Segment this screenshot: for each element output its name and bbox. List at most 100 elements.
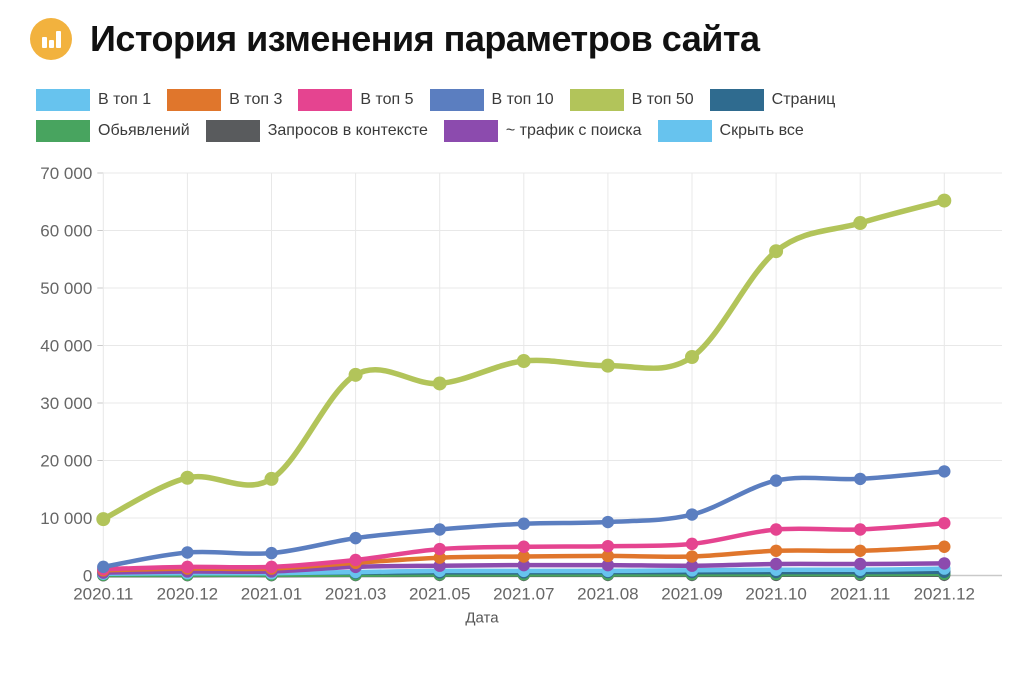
data-point-search-traffic[interactable] [601, 558, 615, 572]
legend-swatch-search-traffic [443, 120, 498, 142]
data-point-top50[interactable] [432, 376, 447, 391]
data-point-search-traffic[interactable] [517, 558, 530, 572]
y-tick-label: 20 000 [40, 452, 92, 471]
data-point-top5[interactable] [938, 516, 951, 530]
x-tick-label: 2020.12 [157, 585, 218, 604]
legend-swatch-pages [709, 89, 764, 111]
x-tick-label: 2021.09 [661, 585, 722, 604]
page-title: История изменения параметров сайта [90, 18, 760, 60]
data-point-top10[interactable] [265, 546, 278, 560]
legend: В топ 1 В топ 3 В топ 5 В топ 10 В топ 50 Стр… [36, 89, 988, 142]
y-tick-label: 60 000 [40, 222, 92, 241]
legend-swatch-hide-all [657, 120, 712, 142]
legend-label-top50: В топ 50 [631, 91, 694, 108]
chart-area: 0 10 000 20 000 30 000 40 000 50 000 60 000 70 … [0, 150, 1024, 677]
x-tick-label: 2021.05 [409, 585, 470, 604]
x-tick-label: 2021.11 [830, 585, 890, 604]
data-point-top3[interactable] [517, 550, 530, 563]
data-point-top5[interactable] [769, 523, 783, 536]
legend-swatch-top5 [298, 89, 353, 111]
data-point-top10[interactable] [854, 472, 867, 486]
data-point-top10[interactable] [517, 517, 530, 530]
legend-label-top5: В топ 5 [360, 91, 414, 108]
data-point-search-traffic[interactable] [769, 557, 783, 571]
legend-label-top3: В топ 3 [229, 91, 283, 108]
data-point-top3[interactable] [433, 551, 446, 564]
data-point-top50[interactable] [516, 354, 531, 369]
data-point-top5[interactable] [854, 523, 867, 536]
legend-item-context-queries[interactable]: Запросов в контексте [205, 120, 428, 142]
legend-item-top3[interactable]: В топ 3 [167, 89, 282, 111]
data-point-top50[interactable] [96, 512, 111, 527]
legend-label-top10: В топ 10 [491, 91, 554, 108]
data-point-top5[interactable] [265, 560, 278, 574]
y-tick-label: 10 000 [40, 509, 92, 528]
data-point-top10[interactable] [433, 523, 446, 536]
legend-swatch-context-queries [205, 120, 260, 142]
data-point-search-traffic[interactable] [685, 559, 699, 572]
data-point-top10[interactable] [938, 465, 951, 478]
bar-chart-icon [30, 18, 72, 60]
data-point-top10[interactable] [769, 474, 783, 487]
legend-item-search-traffic[interactable]: ~ трафик с поиска [443, 120, 642, 142]
legend-label-hide-all: Скрыть все [719, 122, 804, 139]
data-point-top5[interactable] [685, 537, 699, 551]
x-tick-label: 2021.03 [325, 585, 386, 604]
y-tick-label: 0 [83, 567, 92, 586]
data-point-search-traffic[interactable] [938, 557, 951, 570]
data-point-top3[interactable] [769, 544, 783, 557]
y-tick-label: 40 000 [40, 337, 92, 356]
data-point-top5[interactable] [601, 539, 615, 553]
data-point-top3[interactable] [685, 550, 699, 563]
data-point-top10[interactable] [349, 531, 362, 545]
data-point-top50[interactable] [348, 367, 363, 382]
legend-label-pages: Страниц [771, 91, 836, 108]
legend-item-top10[interactable]: В топ 10 [429, 89, 554, 111]
data-point-top50[interactable] [180, 470, 195, 485]
legend-label-ads: Обьявлений [98, 122, 190, 139]
data-point-top50[interactable] [600, 358, 615, 373]
x-tick-label: 2021.08 [577, 585, 638, 604]
legend-item-top1[interactable]: В топ 1 [36, 89, 151, 111]
legend-label-context-queries: Запросов в контексте [267, 122, 428, 139]
data-point-top3[interactable] [854, 544, 867, 557]
data-point-top50[interactable] [937, 193, 952, 208]
x-axis-title: Дата [465, 610, 499, 627]
legend-item-top5[interactable]: В топ 5 [298, 89, 414, 111]
legend-item-ads[interactable]: Обьявлений [36, 120, 190, 142]
legend-swatch-top1 [36, 89, 90, 111]
data-point-top3[interactable] [601, 549, 615, 563]
legend-item-top50[interactable]: В топ 50 [569, 89, 694, 111]
data-point-top50[interactable] [264, 471, 279, 486]
data-point-top5[interactable] [181, 560, 194, 574]
line-chart: 0 10 000 20 000 30 000 40 000 50 000 60 000 70 … [40, 164, 1002, 627]
data-point-top10[interactable] [97, 560, 110, 574]
data-point-top10[interactable] [181, 546, 194, 559]
x-tick-label: 2021.07 [493, 585, 554, 604]
y-tick-label: 70 000 [40, 164, 92, 183]
data-point-top50[interactable] [853, 216, 868, 231]
data-point-top50[interactable] [685, 350, 699, 364]
legend-swatch-top50 [569, 89, 624, 111]
data-point-top10[interactable] [601, 515, 615, 529]
y-tick-label: 30 000 [40, 394, 92, 413]
legend-swatch-ads [36, 120, 90, 142]
data-point-top5[interactable] [517, 540, 530, 553]
x-tick-label: 2021.12 [914, 585, 975, 604]
data-point-top50[interactable] [769, 244, 784, 259]
x-tick-label: 2021.01 [241, 585, 302, 604]
x-tick-label: 2021.10 [745, 585, 806, 604]
legend-label-top1: В топ 1 [98, 91, 152, 108]
data-point-top5[interactable] [349, 553, 362, 567]
data-point-top10[interactable] [685, 508, 699, 521]
x-tick-label: 2020.11 [73, 585, 133, 604]
data-point-top5[interactable] [433, 542, 446, 556]
legend-item-pages[interactable]: Страниц [709, 89, 836, 111]
data-point-top3[interactable] [938, 540, 951, 553]
legend-swatch-top10 [429, 89, 484, 111]
legend-item-hide-all[interactable]: Скрыть все [657, 120, 804, 142]
legend-swatch-top3 [167, 89, 222, 111]
header: История изменения параметров сайта [30, 18, 760, 60]
data-point-search-traffic[interactable] [854, 557, 867, 571]
